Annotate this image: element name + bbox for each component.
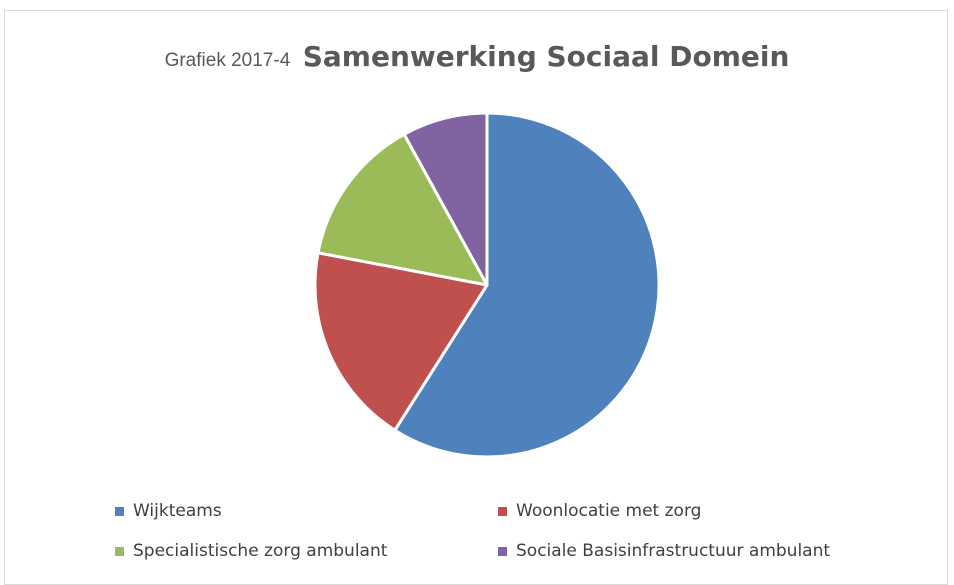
pie-slice-wijkteams (393, 111, 661, 459)
legend-label: Specialistische zorg ambulant (133, 541, 388, 561)
chart-main-title: Samenwerking Sociaal Domein (302, 40, 790, 73)
legend-swatch (498, 546, 507, 556)
legend-item-sociale-basisinfrastructuur: Sociale Basisinfrastructuur ambulant (498, 540, 830, 562)
chart-title-prefix: Grafiek 2017-4 (164, 50, 291, 71)
pie-slice-specialistische-zorg-ambulant (316, 132, 489, 287)
legend-item-wijkteams: Wijkteams (115, 500, 222, 522)
legend-label: Woonlocatie met zorg (516, 501, 702, 521)
legend-item-specialistische-zorg: Specialistische zorg ambulant (115, 540, 387, 562)
legend-swatch (498, 506, 507, 516)
legend-swatch (115, 506, 124, 516)
legend-label: Sociale Basisinfrastructuur ambulant (516, 541, 831, 561)
pie-slice-woonlocatie-met-zorg (313, 251, 489, 432)
pie-slice-sociale-basisinfrastructuur-ambulant (402, 111, 489, 287)
legend-item-woonlocatie: Woonlocatie met zorg (498, 500, 701, 522)
legend-label: Wijkteams (133, 501, 222, 521)
chart-title: Grafiek 2017-4 Samenwerking Sociaal Dome… (0, 40, 954, 73)
legend-swatch (115, 546, 124, 556)
